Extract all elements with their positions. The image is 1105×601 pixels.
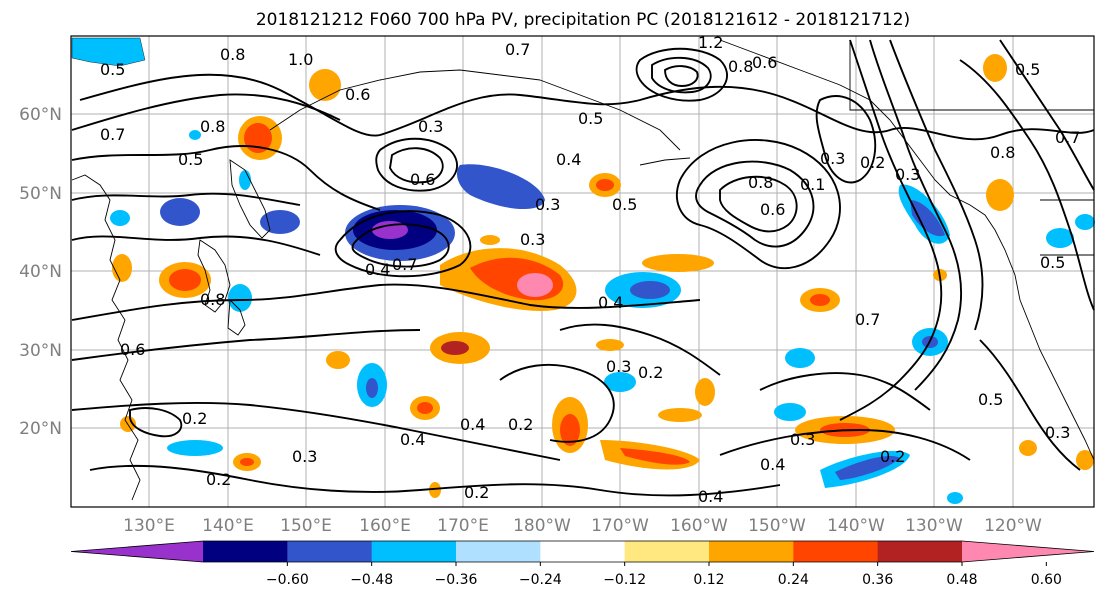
contour-label: 0.6 (120, 340, 145, 359)
contour-label: 0.5 (178, 150, 203, 169)
colorbar-tick-label: 0.24 (778, 572, 809, 588)
contour-label: 0.7 (855, 310, 880, 329)
colorbar-swatch (877, 541, 963, 562)
contour-label: 0.8 (990, 143, 1015, 162)
contour-label: 0.6 (345, 85, 370, 104)
contour-label: 0.6 (752, 53, 777, 72)
lon-label: 170°E (437, 516, 489, 536)
colorbar-extend-max (962, 541, 1094, 562)
contour-label: 0.8 (200, 117, 225, 136)
contour-label: 0.8 (728, 57, 753, 76)
contour-label: 0.2 (508, 415, 533, 434)
lon-label: 130°E (123, 516, 175, 536)
contour-label: 0.5 (612, 195, 637, 214)
lon-label: 150°W (748, 516, 806, 536)
colorbar-tick-label: −0.36 (435, 572, 478, 588)
lat-label: 40°N (19, 262, 62, 282)
colorbar-tick-label: 0.36 (862, 572, 893, 588)
lon-label: 120°W (984, 516, 1042, 536)
contour-label: 0.4 (760, 455, 785, 474)
contour-label: 0.2 (860, 153, 885, 172)
colorbar-extend-min (71, 541, 203, 562)
lon-label: 180°W (513, 516, 571, 536)
lon-label: 160°E (359, 516, 411, 536)
colorbar: −0.60 −0.48 −0.36 −0.24 −0.12 0.12 0.24 0.36 0.4… (70, 540, 1095, 588)
colorbar-tick-label: −0.24 (519, 572, 562, 588)
lon-label: 140°W (827, 516, 885, 536)
colorbar-tick-label: 0.12 (693, 572, 724, 588)
contour-label: 0.3 (292, 447, 317, 466)
latitude-axis: 60°N 50°N 40°N 30°N 20°N (19, 105, 62, 439)
contour-labels: 0.8 1.0 0.7 0.6 0.5 0.8 0.3 0.5 0.4 0.6 … (100, 33, 1080, 506)
lon-label: 150°E (280, 516, 332, 536)
contour-label: 0.3 (606, 357, 631, 376)
contour-label: 1.2 (698, 33, 723, 52)
colorbar-swatch (203, 541, 288, 562)
contour-label: 0.5 (1015, 60, 1040, 79)
contour-label: 0.7 (1055, 128, 1080, 147)
figure-title: 2018121212 F060 700 hPa PV, precipitatio… (256, 10, 910, 30)
contour-label: 0.2 (638, 363, 663, 382)
lon-label: 160°W (670, 516, 728, 536)
colorbar-swatch (540, 541, 626, 562)
contour-label: 0.6 (410, 170, 435, 189)
contour-label: 0.5 (978, 390, 1003, 409)
contour-label: 0.4 (698, 487, 723, 506)
colorbar-tick-label: −0.12 (603, 572, 646, 588)
contour-label: 1.0 (288, 50, 313, 69)
colorbar-tick-label: −0.60 (266, 572, 309, 588)
colorbar-swatch (624, 541, 710, 562)
lat-label: 60°N (19, 105, 62, 125)
colorbar-swatch (793, 541, 879, 562)
contour-label: 0.5 (100, 60, 125, 79)
contour-label: 0.3 (895, 165, 920, 184)
lon-label: 130°W (905, 516, 963, 536)
lat-label: 50°N (19, 184, 62, 204)
map-panel: 0.8 1.0 0.7 0.6 0.5 0.8 0.3 0.5 0.4 0.6 … (70, 33, 1095, 508)
contour-label: 0.3 (520, 230, 545, 249)
coastlines (71, 39, 1095, 501)
colorbar-tick-label: 0.60 (1031, 572, 1062, 588)
lat-label: 20°N (19, 419, 62, 439)
lon-label: 170°W (591, 516, 649, 536)
contour-label: 0.3 (535, 195, 560, 214)
colorbar-swatch (371, 541, 457, 562)
contour-label: 0.6 (760, 200, 785, 219)
colorbar-swatch (456, 541, 541, 562)
colorbar-outline (70, 540, 1095, 563)
contour-label: 0.8 (748, 173, 773, 192)
contour-label: 0.8 (220, 45, 245, 64)
contour-label: 0.4 (556, 150, 581, 169)
contour-label: 0.3 (1045, 423, 1070, 442)
lon-label: 140°E (202, 516, 254, 536)
contour-label: 0.3 (418, 117, 443, 136)
contour-label: 0.4 (598, 293, 623, 312)
colorbar-swatch (287, 541, 373, 562)
contour-label: 0.7 (392, 255, 417, 274)
colorbar-swatch (709, 541, 794, 562)
contour-label: 0.8 (200, 290, 225, 309)
contour-label: 0.2 (182, 409, 207, 428)
contour-label: 0.2 (464, 483, 489, 502)
contour-label: 0.1 (800, 175, 825, 194)
map-frame (70, 35, 1095, 508)
contour-label: 0.2 (880, 447, 905, 466)
colorbar-tick-label: 0.48 (946, 572, 977, 588)
pv-contours (71, 39, 1095, 497)
contour-label: 0.3 (790, 430, 815, 449)
contour-label: 0.4 (365, 260, 390, 279)
colorbar-tick-label: −0.48 (350, 572, 393, 588)
contour-label: 0.5 (578, 109, 603, 128)
longitude-axis: 130°E 140°E 150°E 160°E 170°E 180°W 170°… (123, 516, 1042, 536)
contour-label: 0.4 (400, 430, 425, 449)
contour-label: 0.4 (460, 415, 485, 434)
contour-label: 0.3 (820, 149, 845, 168)
lat-label: 30°N (19, 341, 62, 361)
contour-label: 0.7 (100, 125, 125, 144)
contour-label: 0.5 (1040, 253, 1065, 272)
contour-label: 0.2 (206, 470, 231, 489)
contour-label: 0.7 (505, 40, 530, 59)
